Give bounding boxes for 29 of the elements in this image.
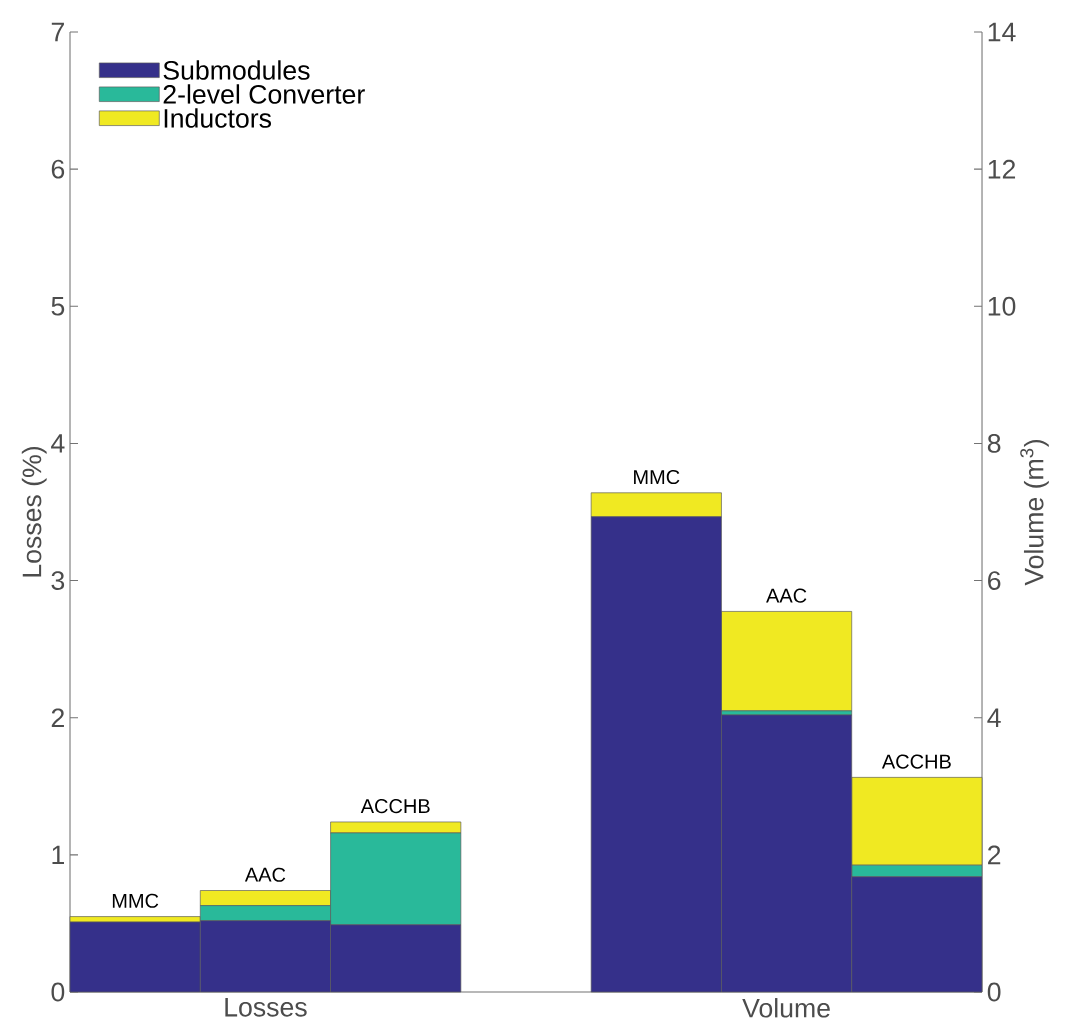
y-tick-label: 3 (51, 571, 65, 590)
y-tick-label: 2 (51, 708, 64, 728)
y-tick-label: 6 (51, 159, 65, 179)
x-tick-label: MMC (634, 469, 680, 485)
x-tick-label: MMC (112, 893, 159, 908)
x-tick-label: AAC (766, 588, 807, 603)
y-tick-label: 1 (52, 845, 64, 865)
y2-tick-label: 12 (988, 159, 1016, 179)
x-tick-label: ACCHB (881, 754, 951, 769)
y-tick-label: 7 (51, 22, 64, 42)
y2-tick-label: 0 (987, 982, 1001, 1002)
y2-axis-title: Volume (m$^{3}$) (1020, 439, 1049, 586)
text: Volume (742, 998, 830, 1018)
text: Losses (225, 998, 307, 1017)
y2-tick-label: 2 (988, 845, 1001, 865)
y-tick-label: 0 (51, 982, 65, 1002)
y2-tick-label: 10 (988, 296, 1016, 316)
y-axis-title: Losses (%) (21, 447, 47, 577)
y2-tick-label: 8 (987, 433, 1001, 453)
legend-label: Inductors (164, 108, 271, 128)
y2-tick-label: 6 (988, 571, 1001, 590)
y-tick-label: 4 (51, 434, 65, 453)
x-tick-label: AAC (244, 867, 286, 882)
legend-label: 2-level Converter (163, 84, 365, 104)
y-tick-label: 5 (51, 296, 65, 316)
y2-tick-label: 14 (988, 22, 1016, 42)
y2-tick-label: 4 (987, 708, 1001, 727)
legend-label: Submodules (163, 60, 310, 80)
x-tick-label: ACCHB (360, 799, 430, 814)
